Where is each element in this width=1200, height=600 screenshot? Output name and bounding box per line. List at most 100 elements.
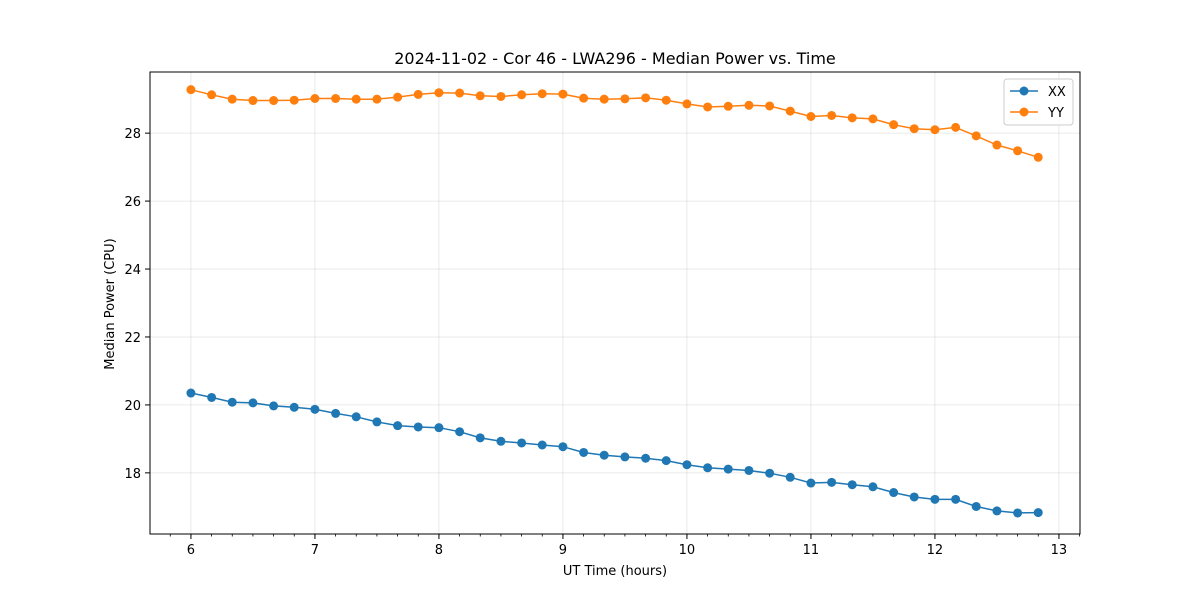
data-point	[723, 464, 733, 474]
data-point	[847, 113, 857, 123]
data-point	[682, 460, 692, 470]
data-point	[579, 93, 589, 103]
data-point	[806, 112, 816, 122]
data-point	[1033, 508, 1043, 518]
data-point	[455, 88, 465, 98]
x-tick-label: 8	[435, 543, 443, 558]
data-point	[393, 92, 403, 102]
legend-swatch-marker	[1019, 107, 1029, 117]
x-tick-label: 6	[187, 543, 195, 558]
data-point	[599, 450, 609, 460]
data-point	[496, 91, 506, 101]
data-point	[289, 95, 299, 105]
data-point	[641, 93, 651, 103]
legend-item-xx: XX	[1010, 85, 1066, 100]
data-point	[744, 100, 754, 110]
data-point	[248, 398, 258, 408]
data-point	[434, 423, 444, 433]
data-point	[682, 99, 692, 109]
data-point	[971, 131, 981, 141]
data-point	[785, 472, 795, 482]
data-point	[289, 402, 299, 412]
data-point	[951, 122, 961, 132]
data-point	[641, 453, 651, 463]
data-point	[661, 95, 671, 105]
legend: XX YY	[1003, 78, 1074, 126]
data-point	[186, 388, 196, 398]
data-point	[331, 93, 341, 103]
data-point	[227, 397, 237, 407]
y-tick-label: 18	[124, 467, 141, 482]
data-point	[269, 401, 279, 411]
series-yy	[186, 85, 1043, 162]
legend-item-yy: YY	[1010, 106, 1064, 121]
data-point	[455, 427, 465, 437]
data-point	[351, 94, 361, 104]
data-point	[186, 85, 196, 95]
data-point	[310, 93, 320, 103]
data-point	[992, 140, 1002, 150]
data-point	[579, 447, 589, 457]
series-xx	[186, 388, 1043, 518]
data-point	[537, 440, 547, 450]
data-point	[703, 463, 713, 473]
data-point	[951, 494, 961, 504]
data-point	[1013, 146, 1023, 156]
y-tick-label: 28	[124, 127, 141, 142]
y-tick-label: 22	[124, 331, 141, 346]
data-point	[517, 90, 527, 100]
data-point	[723, 101, 733, 111]
data-point	[372, 94, 382, 104]
legend-swatch-marker	[1019, 86, 1029, 96]
data-point	[992, 506, 1002, 516]
data-point	[620, 452, 630, 462]
data-point	[599, 94, 609, 104]
data-point	[372, 417, 382, 427]
data-point	[971, 501, 981, 511]
data-point	[1013, 508, 1023, 518]
x-tick-label: 7	[311, 543, 319, 558]
x-tick-label: 10	[679, 543, 696, 558]
data-point	[558, 442, 568, 452]
data-point	[331, 408, 341, 418]
data-point	[517, 438, 527, 448]
data-point	[620, 94, 630, 104]
data-point	[868, 482, 878, 492]
data-point	[909, 124, 919, 134]
data-point	[351, 412, 361, 422]
data-point	[475, 433, 485, 443]
series-layer	[186, 85, 1043, 518]
legend-label: XX	[1048, 85, 1066, 100]
y-tick-label: 24	[124, 263, 141, 278]
data-point	[207, 90, 217, 100]
grid-lines	[150, 72, 1080, 534]
data-point	[310, 404, 320, 414]
data-point	[827, 110, 837, 120]
data-point	[889, 120, 899, 130]
data-point	[393, 421, 403, 431]
x-tick-label: 9	[559, 543, 567, 558]
data-point	[868, 114, 878, 124]
data-point	[806, 478, 816, 488]
data-point	[1033, 152, 1043, 162]
data-point	[537, 89, 547, 99]
x-tick-label: 11	[803, 543, 820, 558]
data-point	[765, 101, 775, 111]
data-point	[269, 96, 279, 106]
y-tick-label: 20	[124, 399, 141, 414]
chart-title: 2024-11-02 - Cor 46 - LWA296 - Median Po…	[394, 49, 836, 68]
data-point	[744, 465, 754, 475]
data-point	[558, 89, 568, 99]
data-point	[434, 88, 444, 98]
data-point	[785, 106, 795, 116]
y-axis: 18 20 22 24 26 28	[124, 127, 150, 482]
data-point	[889, 488, 899, 498]
data-point	[765, 468, 775, 478]
data-point	[413, 422, 423, 432]
data-point	[661, 456, 671, 466]
data-point	[930, 494, 940, 504]
x-tick-label: 13	[1051, 543, 1068, 558]
data-point	[413, 89, 423, 99]
y-tick-label: 26	[124, 195, 141, 210]
